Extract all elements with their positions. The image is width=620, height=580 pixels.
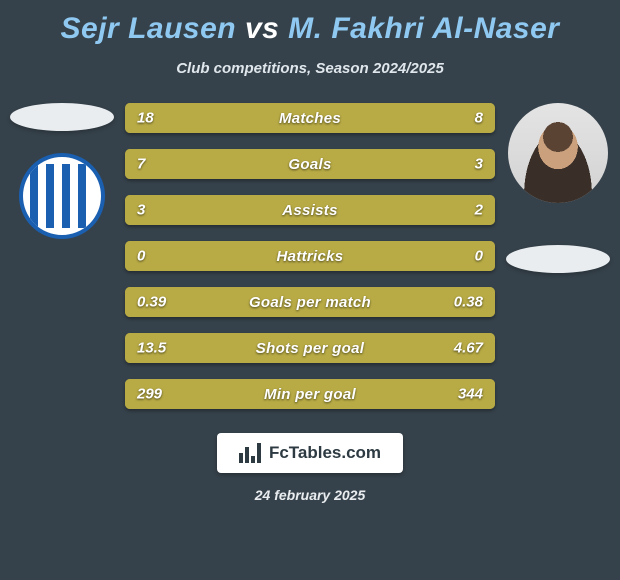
stat-label: Assists bbox=[282, 202, 337, 219]
stat-value-right: 0.38 bbox=[454, 294, 483, 311]
player2-avatar bbox=[508, 103, 608, 203]
title-player2: M. Fakhri Al-Naser bbox=[288, 12, 559, 45]
player1-column bbox=[10, 145, 114, 239]
stat-row: 7 Goals 3 bbox=[125, 149, 495, 179]
stat-label: Shots per goal bbox=[256, 340, 364, 357]
stat-value-right: 8 bbox=[475, 110, 483, 127]
stat-label: Goals per match bbox=[249, 294, 371, 311]
stat-value-right: 2 bbox=[475, 202, 483, 219]
stat-value-left: 0 bbox=[137, 248, 145, 265]
stat-value-right: 3 bbox=[475, 156, 483, 173]
stat-row: 3 Assists 2 bbox=[125, 195, 495, 225]
comparison-card: Sejr Lausen vs M. Fakhri Al-Naser Club c… bbox=[0, 0, 620, 580]
stat-row: 13.5 Shots per goal 4.67 bbox=[125, 333, 495, 363]
bar-chart-icon bbox=[239, 443, 261, 463]
stat-row: 18 Matches 8 bbox=[125, 103, 495, 133]
stat-fill-left bbox=[125, 103, 380, 133]
stat-bars: 18 Matches 8 7 Goals 3 3 Assists 2 0 Hattricks 0 0.3… bbox=[125, 103, 495, 409]
subtitle: Club competitions, Season 2024/2025 bbox=[0, 60, 620, 77]
stat-value-left: 299 bbox=[137, 386, 162, 403]
title-player1: Sejr Lausen bbox=[61, 12, 237, 45]
page-title: Sejr Lausen vs M. Fakhri Al-Naser bbox=[0, 12, 620, 46]
stat-label: Matches bbox=[279, 110, 341, 127]
club-stripes-icon bbox=[30, 164, 94, 228]
stat-row: 299 Min per goal 344 bbox=[125, 379, 495, 409]
portrait-placeholder-icon bbox=[508, 103, 608, 203]
stat-value-left: 7 bbox=[137, 156, 145, 173]
stat-value-left: 18 bbox=[137, 110, 154, 127]
stat-label: Hattricks bbox=[277, 248, 344, 265]
stat-fill-left bbox=[125, 149, 384, 179]
club-logo-left bbox=[19, 153, 105, 239]
player2-column bbox=[506, 103, 610, 273]
stat-label: Goals bbox=[288, 156, 331, 173]
stat-value-right: 4.67 bbox=[454, 340, 483, 357]
brand-box: FcTables.com bbox=[217, 433, 403, 473]
stat-value-left: 13.5 bbox=[137, 340, 166, 357]
stat-row: 0.39 Goals per match 0.38 bbox=[125, 287, 495, 317]
club-ellipse-right bbox=[506, 245, 610, 273]
content-area: 18 Matches 8 7 Goals 3 3 Assists 2 0 Hattricks 0 0.3… bbox=[0, 103, 620, 409]
club-ellipse-left bbox=[10, 103, 114, 131]
title-vs: vs bbox=[245, 12, 279, 45]
stat-row: 0 Hattricks 0 bbox=[125, 241, 495, 271]
stat-label: Min per goal bbox=[264, 386, 356, 403]
stat-value-left: 0.39 bbox=[137, 294, 166, 311]
stat-fill-right bbox=[347, 195, 495, 225]
date-text: 24 february 2025 bbox=[0, 487, 620, 503]
footer: FcTables.com 24 february 2025 bbox=[0, 433, 620, 503]
stat-value-left: 3 bbox=[137, 202, 145, 219]
brand-text: FcTables.com bbox=[269, 443, 381, 463]
stat-value-right: 0 bbox=[475, 248, 483, 265]
stat-value-right: 344 bbox=[458, 386, 483, 403]
